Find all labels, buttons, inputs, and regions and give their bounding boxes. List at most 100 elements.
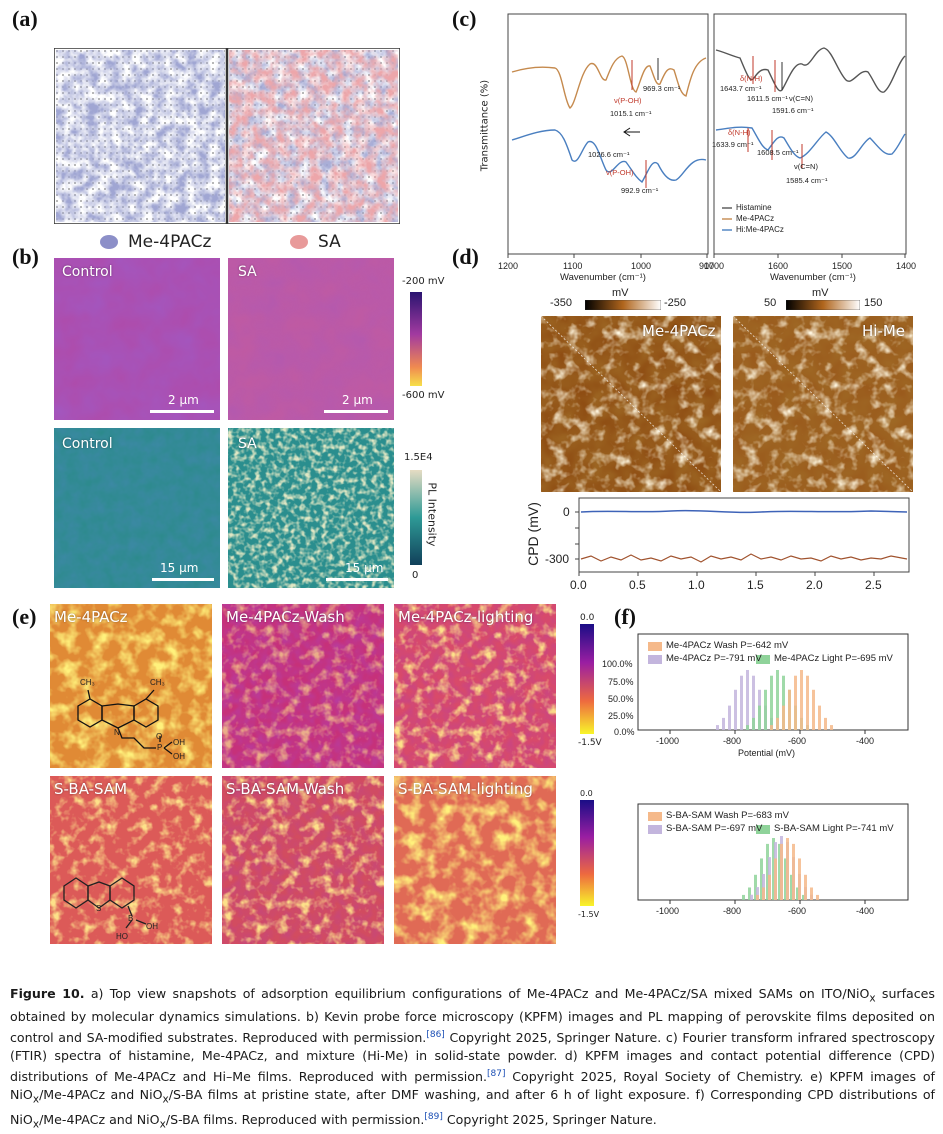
cpd-series-me4pacz [580, 553, 908, 563]
histogram-bar [764, 689, 767, 730]
afm-hime-image [733, 316, 913, 492]
ftir-legend-1: Histamine [736, 203, 772, 212]
histogram-bar [792, 843, 795, 900]
afm-cb1-unit: mV [612, 287, 629, 299]
histogram-bar [740, 675, 743, 730]
histogram-bar [806, 675, 809, 730]
histogram-bar [816, 894, 819, 900]
hist-bot-xtick-3: -600 [788, 906, 807, 916]
hist-bot-xtick-1: -1000 [656, 906, 680, 916]
kpfm-colorbar [410, 292, 422, 386]
histogram-bar [798, 858, 801, 900]
kpfm-e-label-4: S-BA-SAM [54, 780, 128, 798]
cpd-hist-bottom [637, 803, 909, 904]
caption-part: Copyright 2025, Royal Society of Chemist… [10, 1068, 935, 1102]
kpfm-control-label: Control [62, 264, 113, 280]
caption-title: Figure 10. [10, 986, 85, 1001]
hist-top-legend-3: Me-4PACz Light P=-695 mV [774, 653, 893, 664]
kpfm-sba-image [50, 776, 212, 944]
histogram-bar [788, 689, 791, 730]
histogram-bar [794, 675, 797, 730]
histogram-bar [818, 705, 821, 730]
histogram-bar [756, 887, 759, 900]
histogram-bar [770, 725, 773, 730]
histogram-bar [772, 838, 775, 900]
histogram-bar [756, 894, 759, 900]
kpfm-me4pacz-image [50, 604, 212, 768]
legend-sa-swatch [290, 235, 308, 249]
ftir-xtick-1000: 1000 [631, 261, 652, 271]
hist-bot-legend-1: S-BA-SAM Wash P=-683 mV [666, 810, 789, 821]
kpfm-e-label-3: Me-4PACz-lighting [398, 608, 534, 626]
ref-86-link[interactable]: [86] [426, 1029, 445, 1040]
ftir-xtick-1200: 1200 [498, 261, 519, 271]
ftir-ann-a6: 992.9 cm⁻¹ [621, 186, 659, 195]
kpfm-sa-label: SA [238, 264, 257, 280]
pl-control-label: Control [62, 436, 113, 452]
mol2-oh: OH [146, 922, 158, 931]
histogram-bar [746, 670, 749, 730]
mol2-s: S [96, 904, 102, 913]
ftir-xtick-900: 900 [699, 261, 715, 271]
ftir-xtick-1700: 1700 [704, 261, 725, 271]
afm-cb2-max: 150 [864, 297, 883, 309]
me4pacz-molecule-structure [77, 689, 173, 755]
histogram-bar [780, 843, 783, 900]
hist-top-ytick-75: 75.0% [608, 677, 634, 687]
e-colorbar-2-bottom: -1.5V [578, 910, 600, 919]
histogram-bar [750, 894, 753, 900]
hist-top-legend-2: Me-4PACz P=-791 mV [666, 653, 762, 664]
histogram-bar [784, 858, 787, 900]
kpfm-e-label-1: Me-4PACz [54, 608, 128, 626]
ftir-ann-b10: 1585.4 cm⁻¹ [786, 176, 828, 185]
legend-me4pacz-swatch [100, 235, 118, 249]
panel-d-label: (d) [452, 244, 479, 269]
afm-hime-label: Hi-Me [862, 322, 906, 340]
afm-colorbar-1 [585, 300, 661, 310]
kpfm-colorbar-top: -200 mV [402, 276, 445, 287]
cpd-xtick-5: 2.5 [865, 578, 882, 592]
afm-me4pacz-image [541, 316, 721, 492]
ref-89-link[interactable]: [89] [424, 1112, 443, 1123]
caption-part: /Me-4PACz and NiO [39, 1112, 160, 1128]
mol1-ch3b: CH₃ [150, 678, 165, 687]
cpd-hist-top [637, 633, 909, 734]
legend-sa: SA [290, 232, 341, 252]
e-colorbar-1-top: 0.0 [580, 613, 595, 623]
ftir-ann-b9: ν(C=N) [794, 162, 818, 171]
ftir-xtick-1500: 1500 [832, 261, 853, 271]
mol2-ho: HO [116, 932, 128, 941]
ftir-xtick-1400: 1400 [896, 261, 917, 271]
hist-top-xlabel: Potential (mV) [738, 748, 796, 758]
mol1-p: P [157, 743, 163, 752]
histogram-bar [762, 873, 765, 900]
hist-bot-legend-2: S-BA-SAM P=-697 mV [666, 823, 763, 834]
histogram-bar [776, 670, 779, 730]
kpfm-control-image [54, 258, 220, 420]
legend-sa-label: SA [318, 232, 341, 252]
hist-top-legend-1: Me-4PACz Wash P=-642 mV [666, 640, 789, 651]
histogram-bar [804, 874, 807, 900]
kpfm-colorbar-bottom: -600 mV [402, 390, 445, 401]
histogram-bar [770, 675, 773, 730]
histogram-bar [742, 894, 745, 900]
histogram-bar [782, 705, 785, 730]
caption-part: Copyright 2025, Springer Nature. c) Four… [10, 1029, 935, 1084]
cpd-xtick-2: 1.0 [688, 578, 705, 592]
ref-87-link[interactable]: [87] [486, 1068, 506, 1079]
histogram-bar [796, 887, 799, 900]
histogram-bar [812, 689, 815, 730]
e-colorbar-2-top: 0.0 [580, 789, 593, 798]
ftir-chart [507, 13, 907, 258]
ftir-ann-a1: 969.3 cm⁻¹ [643, 84, 681, 93]
hist-bot-xtick-2: -800 [723, 906, 742, 916]
histogram-bar [776, 717, 779, 730]
hist-top-xtick-3: -600 [788, 736, 807, 746]
hist-top-xtick-2: -800 [723, 736, 742, 746]
panel-c-label: (c) [452, 6, 477, 31]
ftir-ann-b3: 1611.5 cm⁻¹ [747, 94, 788, 103]
histogram-bar [830, 725, 833, 730]
mol1-oh2: OH [173, 752, 185, 761]
mol1-ch3a: CH₃ [80, 678, 95, 687]
afm-cb1-min: -350 [550, 297, 573, 309]
